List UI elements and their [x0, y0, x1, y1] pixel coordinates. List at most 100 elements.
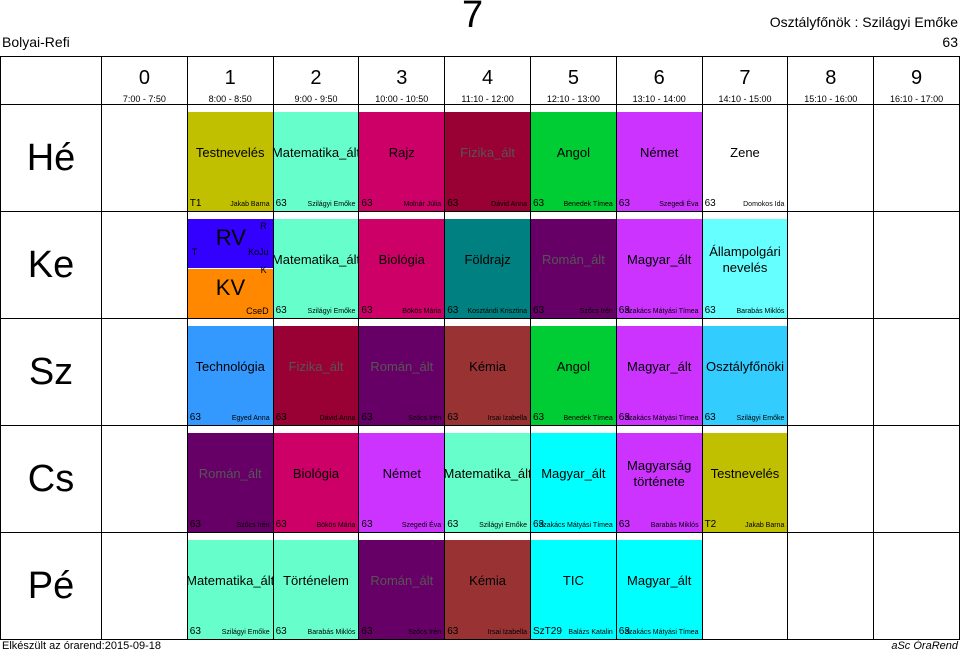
lesson-subject: Magyar_ált [627, 573, 692, 588]
lesson-room: 63 [704, 198, 716, 209]
lesson-card[interactable]: Román_ált 63 Szőcs Irén [187, 433, 273, 532]
lesson-room: 63 [447, 412, 459, 423]
lesson-room: 63 [532, 305, 545, 316]
lesson-card[interactable]: Matematika_ált 63 Szilágyi Emőke [444, 433, 532, 532]
lesson-card[interactable]: Magyar_ált 63 Szakács Mátyási Tímea [530, 433, 616, 532]
period-time: 14:10 - 15:00 [718, 94, 772, 104]
lesson-subject: Magyar_ált [541, 466, 606, 481]
day-label: Cs [0, 425, 102, 533]
lesson-card[interactable]: Testnevelés T2 Jakab Barna [702, 433, 788, 532]
lesson-card[interactable]: Német 63 Szegedi Éva [616, 112, 702, 211]
lesson-subject: Matematika_ált [271, 252, 361, 267]
lesson-teacher: Szakács Mátyási Tímea [624, 629, 699, 636]
timetable-slot: Osztályfőnöki 63 Szilágyi Emőke [701, 318, 789, 426]
lesson-card[interactable]: Matematika_ált 63 Szilágyi Emőke [272, 112, 360, 211]
timetable-slot: Magyar_ált 63 Szakács Mátyási Tímea [615, 532, 703, 640]
lesson-room: 63 [275, 305, 287, 316]
lesson-card[interactable]: Osztályfőnöki 63 Szilágyi Emőke [702, 326, 788, 425]
timetable-slot: RV R T KoJu KV K CseD [186, 211, 274, 319]
lesson-card[interactable]: Kémia 63 Irsai Izabella [445, 540, 530, 639]
lesson-card[interactable]: Földrajz 63 Kosztándi Krisztina [445, 219, 530, 318]
lesson-subject: Angol [556, 359, 590, 374]
timetable-slot [101, 532, 188, 640]
timetable-slot [873, 318, 960, 426]
period-header: 7 14:10 - 15:00 [701, 56, 789, 105]
lesson-subject: Fizika_ált [460, 145, 516, 160]
lesson-teacher: Domokos Ida [743, 201, 785, 208]
lesson-room: T1 [189, 198, 202, 209]
split-lesson[interactable]: RV R T KoJu KV K CseD [187, 219, 273, 318]
lesson-card[interactable]: Biológia 63 Bökös Mária [273, 433, 359, 532]
lesson-card[interactable]: Zene 63 Domokos Ida [702, 112, 788, 211]
lesson-card[interactable]: Magyarság története 63 Barabás Miklós [616, 433, 702, 532]
day-label: Hé [0, 104, 102, 212]
lesson-room: 63 [447, 305, 459, 316]
lesson-room: 63 [361, 519, 373, 530]
timetable-slot [873, 425, 960, 533]
lesson-card[interactable]: Angol 63 Benedek Tímea [530, 112, 616, 211]
lesson-teacher: Szilágyi Emőke [307, 308, 356, 315]
period-header: 0 7:00 - 7:50 [101, 56, 188, 105]
timetable-slot: Matematika_ált 63 Szilágyi Emőke [444, 425, 532, 533]
lesson-room: 63 [618, 626, 630, 637]
lesson-card-rv[interactable]: RV R T KoJu [187, 219, 273, 268]
timetable-slot [701, 532, 789, 640]
lesson-teacher: Bökös Mária [402, 308, 442, 315]
class-name: 7 [462, 0, 484, 36]
lesson-card[interactable]: Magyar_ált 63 Szakács Mátyási Tímea [616, 540, 702, 639]
lesson-subject: Történelem [283, 573, 349, 588]
lesson-teacher: Jakab Barna [745, 522, 785, 529]
timetable-slot: Történelem 63 Barabás Miklós [272, 532, 360, 640]
timetable-slot [101, 318, 188, 426]
timetable-slot: Magyar_ált 63 Szakács Mátyási Tímea [529, 425, 617, 533]
lesson-subject: Német [382, 466, 421, 481]
lesson-card[interactable]: Angol 63 Benedek Tímea [530, 326, 616, 425]
lesson-card[interactable]: Állampolgári nevelés 63 Barabás Miklós [702, 219, 788, 318]
timetable-slot: Angol 63 Benedek Tímea [529, 318, 617, 426]
lesson-card[interactable]: Fizika_ált 63 Dávid Anna [445, 112, 530, 211]
timetable-slot: Matematika_ált 63 Szilágyi Emőke [186, 532, 274, 640]
lesson-card[interactable]: Biológia 63 Bökös Mária [359, 219, 445, 318]
timetable-slot: Matematika_ált 63 Szilágyi Emőke [271, 211, 361, 319]
timetable-slot: Román_ált 63 Szőcs Irén [358, 532, 446, 640]
lesson-subject: Kémia [469, 573, 507, 588]
period-number: 2 [310, 67, 322, 89]
lesson-card[interactable]: Fizika_ált 63 Dávid Anna [273, 326, 359, 425]
lesson-card[interactable]: Technológia 63 Egyed Anna [187, 326, 273, 425]
lesson-teacher: Kosztándi Krisztina [467, 308, 527, 315]
lesson-card[interactable]: Magyar_ált 63 Szakács Mátyási Tímea [616, 326, 702, 425]
lesson-card[interactable]: Matematika_ált 63 Szilágyi Emőke [186, 540, 274, 639]
lesson-room: SzT29 [532, 626, 562, 637]
timetable-slot [787, 104, 875, 212]
lesson-card-kv[interactable]: KV K CseD [187, 265, 273, 318]
lesson-teacher: Szegedi Éva [659, 201, 699, 208]
lesson-card[interactable]: Testnevelés T1 Jakab Barna [187, 112, 273, 211]
lesson-room: 63 [189, 412, 201, 423]
lesson-card[interactable]: Román_ált 63 Szőcs Irén [359, 326, 445, 425]
lesson-card[interactable]: Kémia 63 Irsai Izabella [445, 326, 530, 425]
timetable-slot: Román_ált 63 Szőcs Irén [529, 211, 617, 319]
lesson-room: T2 [704, 519, 717, 530]
lesson-teacher: Barabás Miklós [650, 522, 699, 529]
lesson-room: 63 [275, 519, 287, 530]
period-number: 3 [396, 67, 408, 89]
lesson-card[interactable]: Matematika_ált 63 Szilágyi Emőke [271, 219, 361, 318]
lesson-card[interactable]: Román_ált 63 Szőcs Irén [530, 219, 616, 318]
timetable-slot: Magyar_ált 63 Szakács Mátyási Tímea [615, 211, 703, 319]
lesson-teacher: Irsai Izabella [487, 629, 527, 636]
lesson-card[interactable]: Történelem 63 Barabás Miklós [273, 540, 359, 639]
lesson-subject: Fizika_ált [288, 359, 344, 374]
period-number: 0 [138, 67, 150, 89]
lesson-room: 63 [361, 305, 373, 316]
timetable-slot [873, 532, 960, 640]
lesson-card[interactable]: Német 63 Szegedi Éva [359, 433, 445, 532]
lesson-card[interactable]: Román_ált 63 Szőcs Irén [359, 540, 445, 639]
lesson-subject: Német [640, 145, 679, 160]
lesson-card[interactable]: TIC SzT29 Balázs Katalin [530, 540, 616, 639]
lesson-room: 63 [361, 412, 373, 423]
lesson-card[interactable]: Rajz 63 Molnár Júlia [359, 112, 445, 211]
lesson-teacher: Szakács Mátyási Tímea [538, 522, 613, 529]
timetable-slot [873, 104, 960, 212]
lesson-card[interactable]: Magyar_ált 63 Szakács Mátyási Tímea [616, 219, 702, 318]
lesson-room: 63 [189, 519, 201, 530]
